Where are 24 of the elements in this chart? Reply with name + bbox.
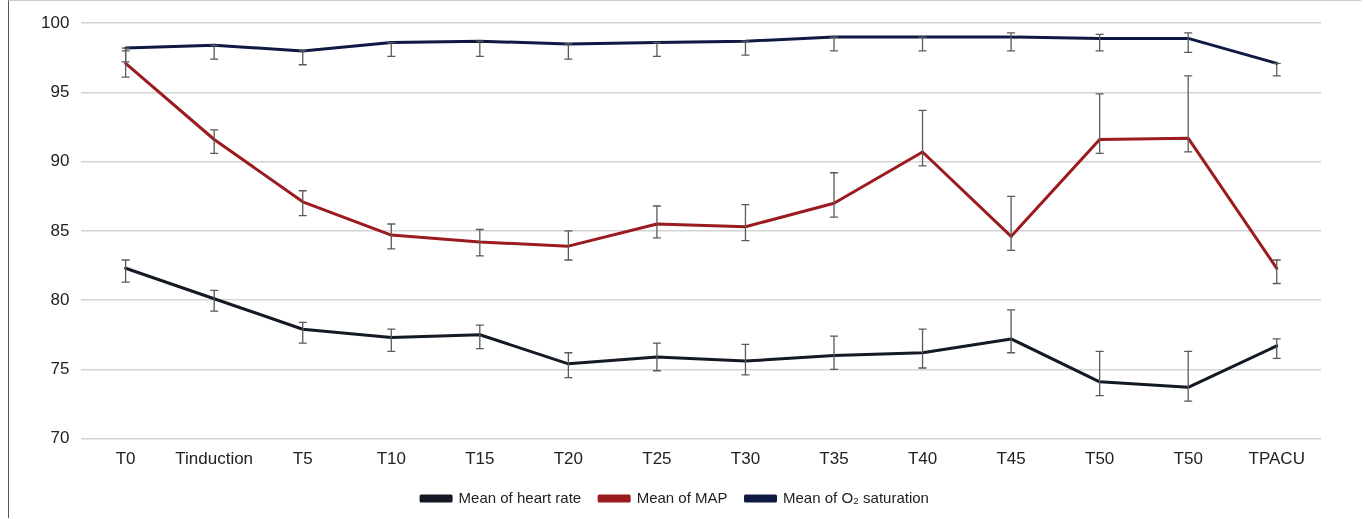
- legend-label: Mean of heart rate: [458, 488, 582, 506]
- x-tick-label: T30: [730, 449, 761, 469]
- legend-label: Mean of MAP: [636, 488, 728, 506]
- x-tick-label: T15: [465, 449, 495, 469]
- y-tick-label: 90: [50, 151, 70, 171]
- x-tick-label: TPACU: [1248, 449, 1305, 469]
- x-tick-label: T10: [376, 449, 406, 469]
- y-tick-label: 75: [50, 359, 70, 379]
- x-tick-label: T25: [642, 449, 672, 469]
- legend-label: Mean of O₂ saturation: [783, 488, 929, 506]
- x-tick-label: T0: [115, 449, 136, 469]
- y-tick-label: 80: [50, 289, 70, 309]
- x-tick-label: Tinduction: [175, 449, 254, 469]
- x-tick-label: T35: [819, 449, 849, 469]
- x-tick-label: T20: [553, 449, 584, 469]
- x-tick-label: T5: [292, 449, 313, 469]
- x-tick-label: T40: [907, 449, 938, 469]
- y-tick-label: 100: [40, 12, 70, 32]
- x-tick-label: T50: [1084, 449, 1115, 469]
- y-tick-label: 85: [50, 220, 70, 240]
- x-tick-label: T50: [1173, 449, 1203, 469]
- x-tick-label: T45: [996, 449, 1026, 469]
- y-tick-label: 95: [50, 82, 70, 102]
- y-tick-label: 70: [50, 428, 70, 448]
